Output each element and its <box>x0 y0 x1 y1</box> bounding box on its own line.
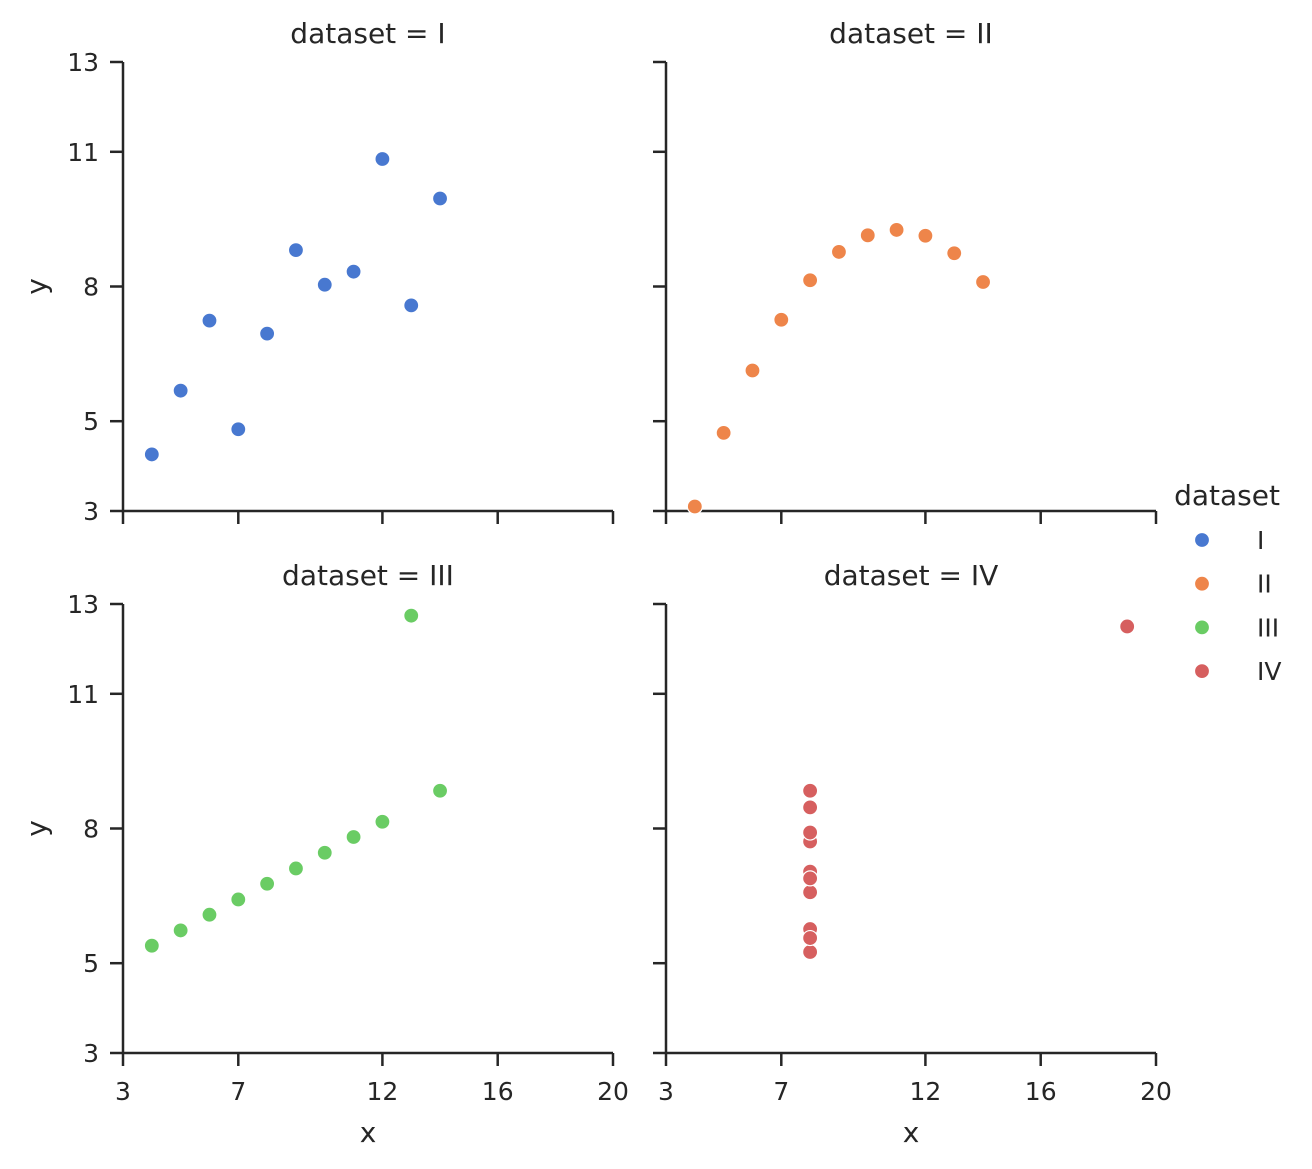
panel-2-data-point <box>715 424 732 441</box>
panel-1-data-point <box>172 382 189 399</box>
panel-3-y-tick-label: 11 <box>67 680 99 709</box>
panel-1-y-label: y <box>20 278 53 295</box>
panel-3-y-tick-label: 13 <box>67 590 99 619</box>
panel-1-y-tick-label: 13 <box>67 48 99 77</box>
panel-3-data-point <box>230 891 247 908</box>
panel-3-data-point <box>403 607 420 624</box>
panel-1-y-tick-label: 5 <box>83 407 99 436</box>
panel-3-y-tick-label: 8 <box>83 815 99 844</box>
panel-3-data-point <box>374 813 391 830</box>
panel-1-data-point <box>287 242 305 259</box>
panel-3-data-point <box>316 844 333 861</box>
panel-2-data-point <box>773 311 790 328</box>
panel-4-x-tick-label: 12 <box>910 1077 942 1106</box>
panel-4-x-tick-label: 20 <box>1140 1077 1172 1106</box>
panel-4-data-point <box>802 943 819 961</box>
panel-2-data-point <box>802 272 819 289</box>
panel-4-data-point <box>1119 618 1136 635</box>
panel-2-data-point <box>744 362 761 379</box>
panel-1-data-point <box>374 150 391 168</box>
panel-4-data-point <box>802 870 819 887</box>
panel-3-x-label: x <box>360 1116 377 1149</box>
panel-1-y-tick-label: 3 <box>83 497 99 526</box>
panel-2-data-point <box>917 227 934 244</box>
panel-1-data-point <box>230 421 247 438</box>
panel-3-data-point <box>172 922 189 939</box>
panel-3-x-tick-label: 20 <box>597 1077 629 1106</box>
panel-4-data-point <box>802 799 819 816</box>
legend-marker-3 <box>1193 619 1211 636</box>
panel-4-x-tick-label: 16 <box>1025 1077 1057 1106</box>
panel-1-data-point <box>259 325 276 342</box>
panel-3-x-tick-label: 7 <box>230 1077 246 1106</box>
legend-label-1: I <box>1257 526 1264 555</box>
panel-1-y-tick-label: 11 <box>67 138 99 167</box>
panel-4-x-tick-label: 7 <box>773 1077 789 1106</box>
legend-marker-2 <box>1193 575 1211 592</box>
panel-1-y-tick-label: 8 <box>83 273 99 302</box>
panel-2-data-point <box>946 245 963 262</box>
panel-2-data-point <box>686 498 703 515</box>
panel-1-data-point <box>345 263 362 280</box>
panel-3-data-point <box>287 860 305 877</box>
panel-3-data-point <box>259 875 276 892</box>
panel-4-data-point <box>802 824 819 841</box>
panel-3-y-tick-label: 3 <box>83 1039 99 1068</box>
panel-2-title: dataset = II <box>829 17 993 50</box>
legend-label-4: IV <box>1257 657 1281 686</box>
panel-4-data-point <box>802 929 819 947</box>
panel-4-x-tick-label: 3 <box>658 1077 674 1106</box>
panel-3-title: dataset = III <box>282 559 454 592</box>
panel-3-data-point <box>201 906 218 923</box>
legend-label-3: III <box>1257 613 1279 642</box>
panel-1-title: dataset = I <box>290 17 445 50</box>
panel-4-title: dataset = IV <box>824 559 999 592</box>
panel-2-data-point <box>830 243 848 261</box>
legend-marker-4 <box>1193 662 1211 680</box>
panel-3-x-tick-label: 16 <box>482 1077 514 1106</box>
panel-3-data-point <box>431 782 449 799</box>
panel-2-data-point <box>859 227 876 244</box>
legend-marker-1 <box>1193 531 1211 549</box>
legend-title: dataset <box>1174 479 1280 512</box>
panel-3-y-tick-label: 5 <box>83 949 99 978</box>
panel-1-data-point <box>143 446 160 463</box>
panel-3-x-tick-label: 12 <box>367 1077 399 1106</box>
panel-4-data-point <box>802 884 819 901</box>
panel-3-data-point <box>143 937 160 954</box>
panel-3-y-label: y <box>20 820 53 837</box>
legend-label-2: II <box>1257 570 1272 599</box>
panel-4-data-point <box>802 782 819 799</box>
panel-2-data-point <box>888 221 905 239</box>
panel-2-data-point <box>974 273 992 291</box>
panel-3-x-tick-label: 3 <box>115 1077 131 1106</box>
panel-1-data-point <box>316 276 333 293</box>
panel-4-x-label: x <box>903 1116 920 1149</box>
panel-1-data-point <box>201 312 218 329</box>
panel-1-data-point <box>403 297 420 314</box>
panel-1-data-point <box>431 190 449 207</box>
panel-3-data-point <box>345 828 362 846</box>
